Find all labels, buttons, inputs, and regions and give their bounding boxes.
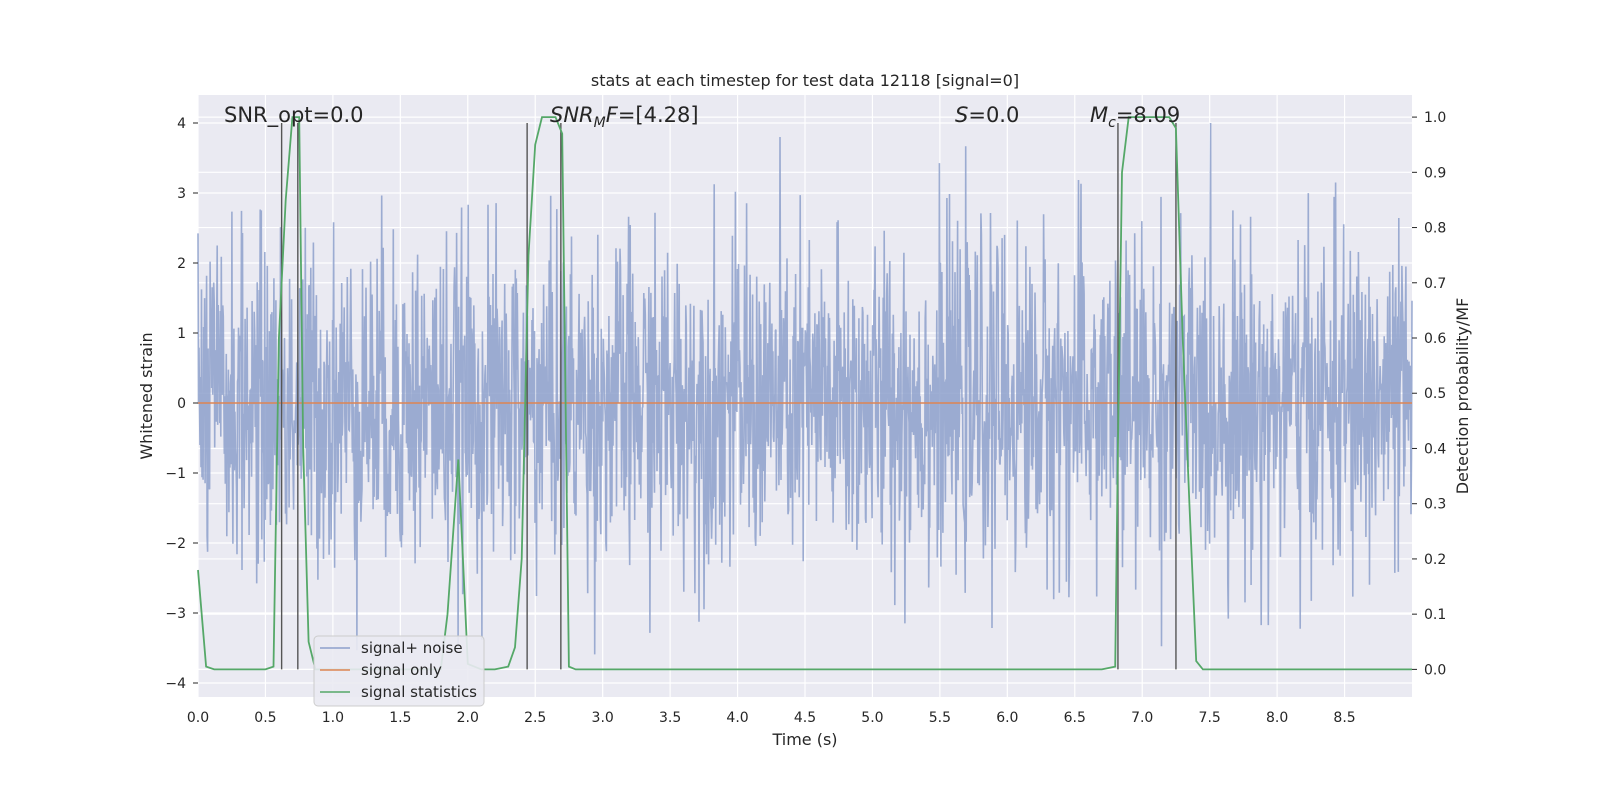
y-right-tick-label-5: 0.5 (1424, 386, 1446, 402)
x-tick-label-11: 5.5 (929, 710, 951, 726)
y-right-tick-label-9: 0.1 (1424, 607, 1446, 623)
x-tick-label-2: 1.0 (322, 710, 344, 726)
annotation-3: Mc=8.09 (1090, 103, 1180, 131)
y-right-tick-label-2: 0.8 (1424, 221, 1446, 237)
y-right-tick-label-10: 0.0 (1424, 662, 1446, 678)
series-signal-noise (197, 122, 1413, 655)
y-right-tick-label-1: 0.9 (1424, 165, 1446, 181)
y-left-tick-label-0: 4 (177, 116, 186, 132)
x-axis-label: Time (s) (771, 730, 837, 749)
y-left-tick-label-2: 2 (177, 256, 186, 272)
annotations: SNR_opt=0.0 SNRMF=[4.28] S=0.0 Mc=8.09 (224, 103, 1180, 131)
annotation-2-main: S (955, 103, 968, 127)
x-tick-label-16: 8.0 (1266, 710, 1288, 726)
x-tick-label-15: 7.5 (1199, 710, 1221, 726)
annotation-3-main: M (1090, 103, 1108, 127)
annotation-3-tail: =8.09 (1116, 103, 1180, 127)
y-axis-right-ticks: 1.0 0.9 0.8 0.7 0.6 0.5 0.4 0.3 0.2 0.1 0.0 (1412, 110, 1446, 678)
y-left-tick-label-6: −2 (165, 536, 186, 552)
legend-label-signal-statistics: signal statistics (361, 683, 477, 701)
annotation-1-main: SNR (550, 103, 594, 127)
annotation-1: SNRMF=[4.28] (550, 103, 699, 131)
y-axis-left-ticks: 4 3 2 1 0 −1 −2 −3 −4 (165, 116, 198, 692)
x-tick-label-1: 0.5 (254, 710, 276, 726)
x-tick-label-9: 4.5 (794, 710, 816, 726)
y-left-tick-label-3: 1 (177, 326, 186, 342)
legend-label-signal-noise: signal+ noise (361, 639, 463, 657)
x-axis-ticks: 0.0 0.5 1.0 1.5 2.0 2.5 3.0 3.5 4.0 4.5 5.0 5.5 6.0 6… (187, 710, 1356, 726)
x-tick-label-10: 5.0 (861, 710, 883, 726)
y-axis-left-label: Whitened strain (137, 332, 156, 459)
legend-box (313, 635, 485, 707)
y-right-tick-label-8: 0.2 (1424, 552, 1446, 568)
x-tick-label-8: 4.0 (726, 710, 748, 726)
y-right-tick-label-7: 0.3 (1424, 497, 1446, 513)
legend: signal+ noise signal only signal statist… (313, 635, 485, 707)
x-tick-label-13: 6.5 (1064, 710, 1086, 726)
x-tick-label-17: 8.5 (1333, 710, 1355, 726)
x-tick-label-0: 0.0 (187, 710, 209, 726)
series-signal-statistics (197, 116, 1412, 671)
annotation-1-tail-value: =[4.28] (618, 103, 699, 127)
legend-label-signal-only: signal only (361, 661, 442, 679)
chart-title: stats at each timestep for test data 121… (591, 71, 1019, 90)
y-left-tick-label-4: 0 (177, 396, 186, 412)
y-axis-right-label: Detection probability/MF (1453, 298, 1472, 495)
noise-line (197, 122, 1413, 655)
x-tick-label-4: 2.0 (457, 710, 479, 726)
x-tick-label-5: 2.5 (524, 710, 546, 726)
y-right-tick-label-0: 1.0 (1424, 110, 1446, 126)
y-left-tick-label-8: −4 (165, 676, 186, 692)
x-tick-label-14: 7.0 (1131, 710, 1153, 726)
y-right-tick-label-6: 0.4 (1424, 441, 1446, 457)
x-tick-label-12: 6.0 (996, 710, 1018, 726)
x-tick-label-3: 1.5 (389, 710, 411, 726)
y-left-tick-label-1: 3 (177, 186, 186, 202)
annotation-1-tail: F=[4.28] (606, 103, 699, 127)
x-tick-label-6: 3.0 (592, 710, 614, 726)
annotation-3-sub: c (1108, 115, 1116, 131)
x-tick-label-7: 3.5 (659, 710, 681, 726)
y-left-tick-label-7: −3 (165, 606, 186, 622)
annotation-2: S=0.0 (955, 103, 1019, 127)
annotation-0-main: SNR_opt=0.0 (224, 103, 364, 128)
annotation-0: SNR_opt=0.0 (224, 103, 364, 128)
y-left-tick-label-5: −1 (165, 466, 186, 482)
annotation-2-tail: =0.0 (968, 103, 1019, 127)
y-right-tick-label-4: 0.6 (1424, 331, 1446, 347)
y-right-tick-label-3: 0.7 (1424, 276, 1446, 292)
signal-statistics-line (197, 116, 1412, 671)
annotation-1-tail-italic: F (606, 103, 619, 127)
annotation-1-sub: M (594, 115, 606, 131)
